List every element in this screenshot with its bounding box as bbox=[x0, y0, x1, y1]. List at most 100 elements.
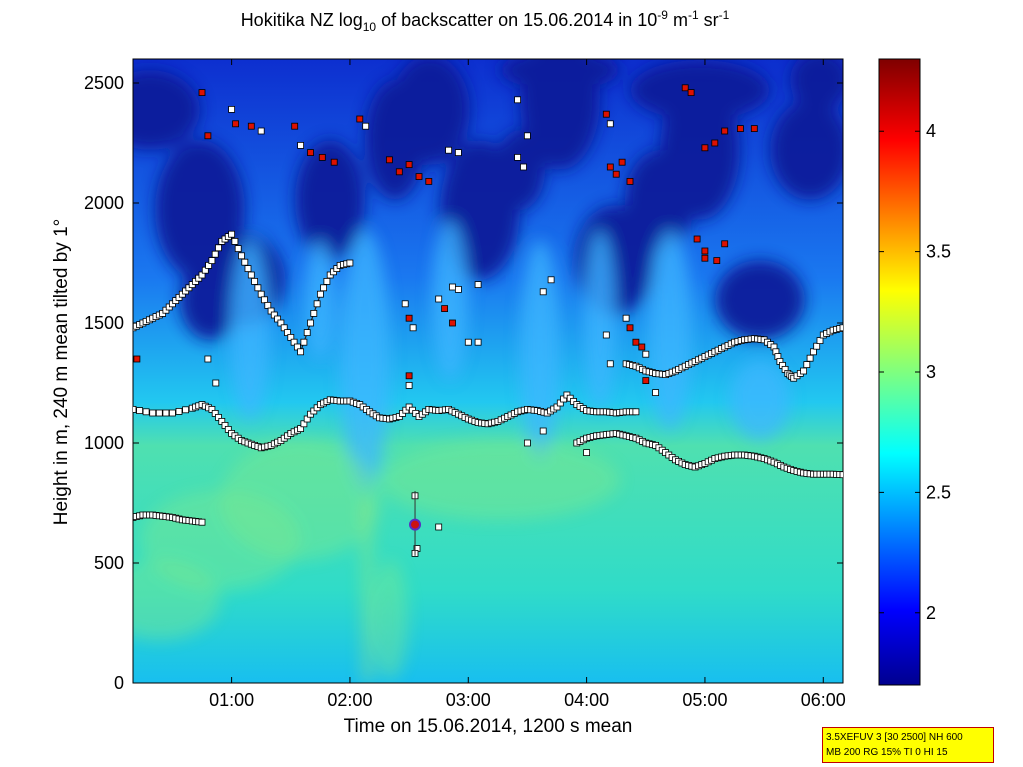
marker-point bbox=[228, 230, 236, 238]
marker-point bbox=[803, 361, 811, 369]
cloud-top-marker bbox=[701, 254, 709, 262]
y-tick-label: 500 bbox=[94, 553, 124, 573]
cloud-top-marker bbox=[606, 163, 614, 171]
marker-point bbox=[149, 409, 157, 417]
marker-point bbox=[182, 406, 190, 414]
marker-point bbox=[303, 329, 311, 337]
cloud-top-marker bbox=[638, 343, 646, 351]
marker-point bbox=[231, 237, 239, 245]
marker-point bbox=[323, 277, 331, 285]
cloud-marker bbox=[514, 153, 521, 161]
backscatter-field bbox=[133, 59, 843, 683]
cloud-marker bbox=[524, 132, 531, 140]
settings-info-box: 3.5XEFUV 3 [30 2500] NH 600 MB 200 RG 15… bbox=[822, 727, 994, 763]
marker-point bbox=[211, 250, 219, 258]
cloud-marker bbox=[474, 281, 482, 289]
cloud-marker bbox=[409, 324, 417, 332]
cloud-top-marker bbox=[642, 377, 650, 385]
field-texture bbox=[133, 59, 843, 683]
cloud-top-marker bbox=[307, 149, 314, 157]
y-tick-label: 0 bbox=[114, 673, 124, 693]
cloud-top-marker bbox=[441, 305, 449, 313]
cloud-marker bbox=[547, 276, 555, 284]
cloud-top-marker bbox=[415, 173, 423, 181]
marker-point bbox=[142, 408, 150, 416]
marker-point bbox=[810, 348, 817, 356]
cloud-top-marker bbox=[330, 158, 338, 166]
cloud-top-marker bbox=[737, 125, 744, 132]
cloud-marker bbox=[257, 127, 265, 135]
cloud-marker bbox=[514, 96, 521, 104]
cloud-marker bbox=[622, 314, 630, 322]
x-tick-label: 06:00 bbox=[801, 690, 846, 710]
marker-point bbox=[155, 409, 163, 417]
y-axis-label: Height in m, 240 m mean tilted by 1° bbox=[51, 218, 72, 526]
y-tick-label: 2000 bbox=[84, 193, 124, 213]
y-tick-label: 2500 bbox=[84, 73, 124, 93]
cloud-top-marker bbox=[405, 314, 413, 322]
cloud-marker bbox=[204, 355, 212, 363]
colorbar-tick-label: 2 bbox=[926, 603, 936, 623]
marker-point bbox=[264, 301, 272, 309]
cloud-top-marker bbox=[713, 257, 721, 265]
marker-point bbox=[261, 296, 268, 304]
cloud-marker bbox=[405, 381, 413, 389]
colorbar-tick-label: 3 bbox=[926, 362, 936, 382]
cloud-marker bbox=[401, 300, 409, 308]
cloud-top-marker bbox=[711, 139, 719, 147]
cloud-marker bbox=[228, 106, 236, 113]
x-tick-label: 05:00 bbox=[682, 690, 727, 710]
cloud-marker bbox=[474, 338, 482, 346]
marker-point bbox=[806, 354, 814, 362]
marker-point bbox=[632, 408, 640, 416]
cloud-top-marker bbox=[701, 247, 709, 255]
cloud-top-marker bbox=[626, 177, 634, 185]
y-tick-label: 1500 bbox=[84, 313, 124, 333]
marker-point bbox=[813, 342, 821, 350]
cloud-top-marker bbox=[291, 122, 299, 130]
cloud-top-marker bbox=[395, 168, 403, 176]
marker-point bbox=[238, 252, 245, 260]
marker-point bbox=[307, 319, 314, 327]
marker-point bbox=[234, 245, 242, 253]
cloud-marker bbox=[583, 449, 590, 457]
cloud-top-marker bbox=[318, 153, 326, 161]
colorbar-tick-label: 4 bbox=[926, 121, 936, 141]
marker-point bbox=[313, 300, 321, 308]
detection-markers bbox=[133, 84, 843, 557]
marker-point bbox=[839, 471, 843, 479]
x-tick-label: 01:00 bbox=[209, 690, 254, 710]
cloud-marker bbox=[642, 350, 650, 358]
x-tick-label: 02:00 bbox=[327, 690, 372, 710]
cloud-top-marker bbox=[632, 338, 640, 346]
cloud-top-marker bbox=[618, 158, 626, 166]
cloud-marker bbox=[606, 120, 614, 128]
marker-point bbox=[800, 367, 807, 375]
cloud-top-marker bbox=[385, 156, 393, 164]
y-tick-label: 1000 bbox=[84, 433, 124, 453]
x-axis-label: Time on 15.06.2014, 1200 s mean bbox=[343, 716, 633, 737]
marker-point bbox=[241, 258, 249, 266]
cloud-marker bbox=[454, 149, 462, 157]
cloud-marker bbox=[449, 283, 456, 291]
cloud-top-marker bbox=[405, 161, 413, 169]
marker-point bbox=[257, 290, 265, 298]
marker-point bbox=[310, 309, 318, 317]
colorbar-tick-label: 3.5 bbox=[926, 242, 951, 262]
cloud-top-marker bbox=[701, 144, 709, 152]
info-line-2: MB 200 RG 15% TI 0 HI 15 bbox=[826, 747, 948, 758]
marker-point bbox=[244, 265, 252, 273]
marker-point bbox=[175, 407, 183, 415]
cloud-top-marker bbox=[425, 177, 433, 185]
cloud-marker bbox=[652, 389, 659, 397]
marker-point bbox=[254, 284, 262, 292]
cloud-top-marker bbox=[612, 170, 620, 178]
cloud-marker bbox=[445, 146, 453, 154]
marker-point bbox=[208, 257, 216, 265]
cloud-marker bbox=[539, 288, 547, 296]
cloud-top-marker bbox=[681, 84, 689, 92]
special-point-marker bbox=[409, 518, 422, 531]
cloud-top-marker bbox=[356, 115, 364, 123]
marker-point bbox=[136, 407, 144, 415]
